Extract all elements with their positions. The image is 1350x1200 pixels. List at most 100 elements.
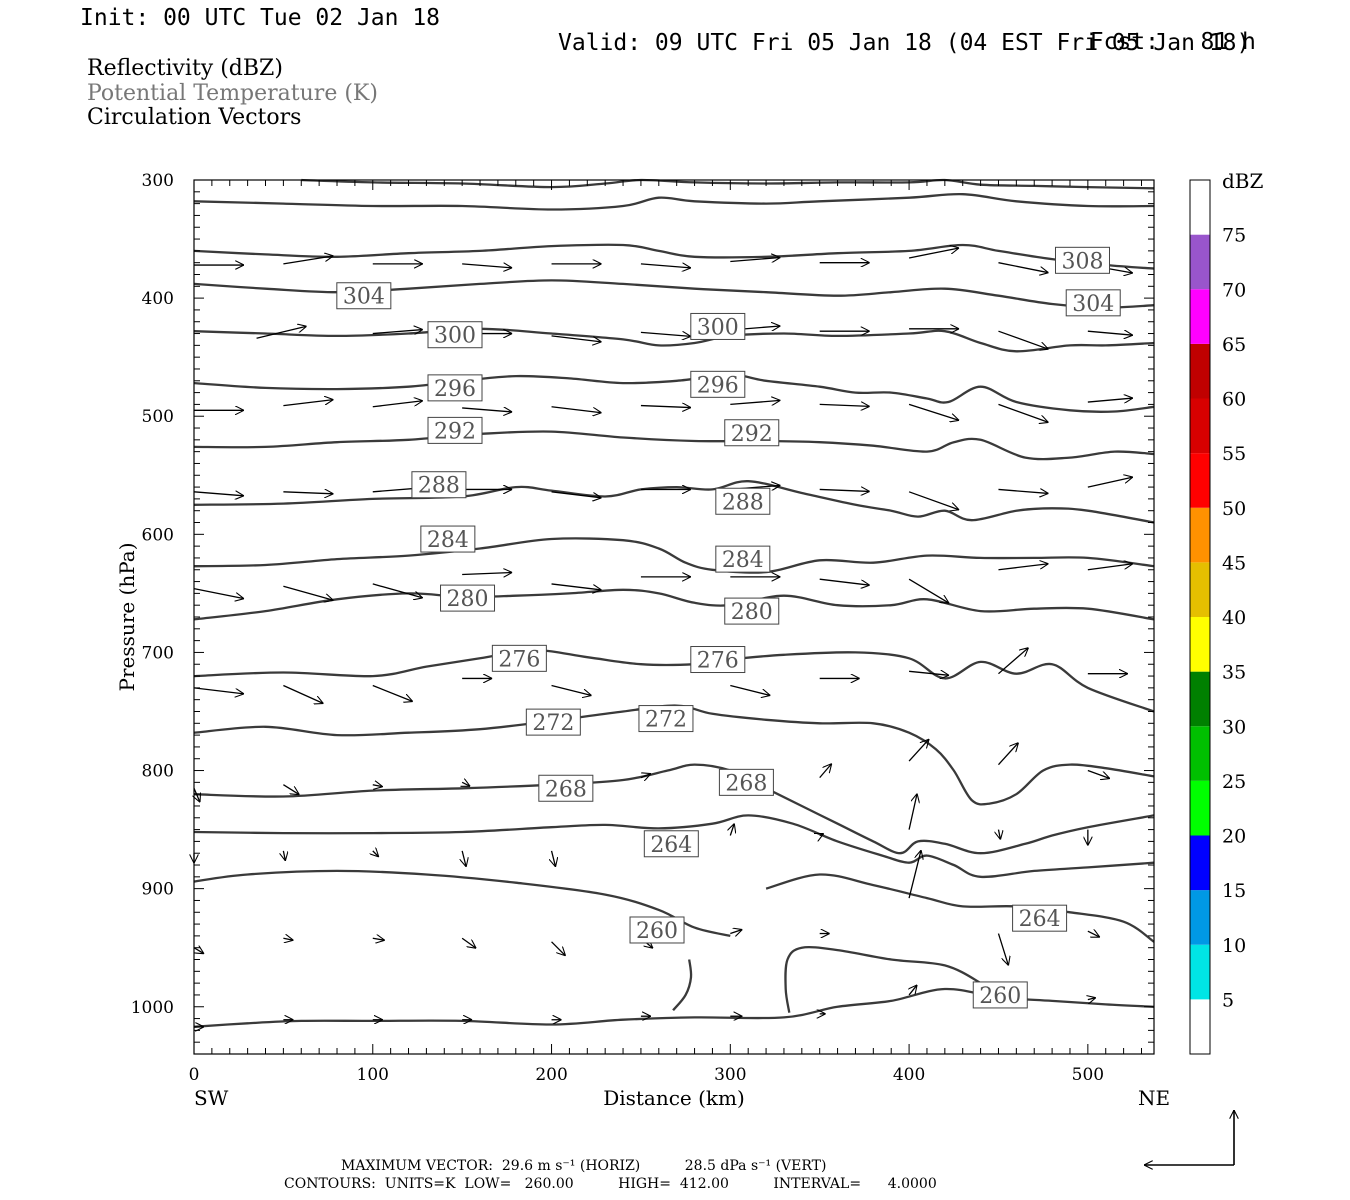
isentrope-label: 260 bbox=[629, 916, 685, 944]
circulation-vector bbox=[998, 648, 1028, 675]
isentrope-304 bbox=[193, 327, 1155, 353]
circulation-vector bbox=[283, 850, 285, 861]
isentrope-label-text: 280 bbox=[731, 600, 773, 625]
colorbar-frame bbox=[1189, 179, 1211, 1055]
circulation-vector bbox=[998, 330, 1048, 349]
x-tick-label: 300 bbox=[714, 1065, 746, 1085]
x-tick-label: 100 bbox=[357, 1065, 389, 1085]
circulation-vector bbox=[193, 948, 204, 954]
circulation-vector bbox=[819, 404, 870, 406]
circulation-vector bbox=[730, 930, 742, 934]
circulation-vector bbox=[193, 588, 244, 599]
isentrope-label: 276 bbox=[491, 644, 547, 672]
colorbar-swatch bbox=[1190, 234, 1210, 290]
colorbar-swatch bbox=[1190, 343, 1210, 399]
end-label-ne: NE bbox=[1138, 1086, 1170, 1110]
isentrope-label-text: 276 bbox=[697, 649, 739, 674]
circulation-vector bbox=[909, 985, 917, 996]
isentrope-label-text: 264 bbox=[650, 833, 692, 858]
isentrope-label-text: 296 bbox=[434, 377, 476, 402]
colorbar-swatch bbox=[1190, 780, 1210, 836]
colorbar-level: 35 bbox=[1222, 662, 1246, 684]
y-tick-label: 300 bbox=[142, 171, 174, 191]
colorbar-level: 20 bbox=[1222, 826, 1246, 848]
colorbar-level: 15 bbox=[1222, 880, 1246, 902]
circulation-vector bbox=[462, 850, 466, 867]
circulation-vector bbox=[640, 774, 651, 778]
circulation-vector bbox=[1088, 998, 1096, 1000]
isentrope-label: 308 bbox=[1054, 246, 1110, 274]
field-circulation-vectors: Circulation Vectors bbox=[87, 105, 302, 130]
isentrope-label: 296 bbox=[690, 370, 746, 398]
circulation-vector bbox=[372, 583, 423, 598]
isentrope-label: 260 bbox=[972, 981, 1028, 1009]
colorbar-swatch bbox=[1190, 671, 1210, 727]
circulation-vector bbox=[283, 684, 323, 704]
isentrope-264 bbox=[765, 873, 1155, 943]
isentrope-label: 304 bbox=[1065, 289, 1121, 317]
isentrope-label: 272 bbox=[638, 705, 694, 733]
colorbar-level: 45 bbox=[1222, 552, 1246, 574]
y-axis-label: Pressure (hPa) bbox=[115, 543, 139, 692]
circulation-vector bbox=[998, 489, 1048, 493]
isentrope-label-text: 292 bbox=[434, 419, 476, 444]
isentrope-label-text: 260 bbox=[636, 919, 678, 944]
circulation-vector bbox=[908, 491, 959, 510]
isentrope-label-text: 288 bbox=[722, 490, 764, 515]
isentrope-label: 304 bbox=[336, 282, 392, 310]
circulation-vector bbox=[640, 332, 691, 336]
isentrope-label: 296 bbox=[427, 374, 483, 402]
circulation-vector bbox=[462, 264, 512, 268]
isentrope-label: 292 bbox=[427, 416, 483, 444]
x-tick-label: 400 bbox=[893, 1065, 925, 1085]
contours-note: CONTOURS: UNITS=K LOW= 260.00 HIGH= 412.… bbox=[284, 1176, 937, 1192]
circulation-vector bbox=[1087, 769, 1110, 779]
isentrope-label-text: 304 bbox=[343, 285, 385, 310]
circulation-vector bbox=[551, 491, 602, 498]
isentrope-label: 284 bbox=[715, 545, 771, 573]
circulation-vector bbox=[373, 851, 379, 857]
colorbar-swatch bbox=[1190, 453, 1210, 508]
forecast-label: Fcst: bbox=[1089, 29, 1159, 55]
y-tick-label: 600 bbox=[142, 525, 174, 545]
colorbar-level: 10 bbox=[1222, 935, 1246, 957]
circulation-vector bbox=[372, 401, 423, 408]
circulation-vector bbox=[997, 933, 1008, 966]
circulation-vectors bbox=[194, 248, 1133, 1027]
circulation-vector bbox=[909, 671, 949, 675]
circulation-vector bbox=[552, 850, 556, 867]
circulation-vector bbox=[730, 400, 780, 404]
valid-time: Valid: 09 UTC Fri 05 Jan 18 (04 EST Fri … bbox=[558, 30, 1251, 56]
circulation-vector bbox=[820, 832, 824, 836]
circulation-vector bbox=[640, 406, 691, 408]
isentrope-label-text: 292 bbox=[731, 422, 773, 447]
circulation-vector bbox=[372, 684, 413, 702]
isentrope-label: 264 bbox=[643, 830, 699, 858]
colorbar-level: 30 bbox=[1222, 716, 1246, 738]
isentrope-label: 268 bbox=[538, 774, 594, 802]
colorbar-level: 55 bbox=[1222, 443, 1246, 465]
x-tick-label: 0 bbox=[189, 1065, 200, 1085]
circulation-vector bbox=[908, 850, 921, 899]
circulation-vector bbox=[551, 684, 592, 696]
isentrope-label-text: 284 bbox=[427, 528, 469, 553]
isentrope-label: 272 bbox=[525, 708, 581, 736]
isentrope-260 bbox=[784, 945, 1000, 1013]
circulation-vector bbox=[1087, 398, 1133, 402]
colorbar-swatch bbox=[1190, 617, 1210, 672]
isentrope-label-text: 268 bbox=[725, 771, 767, 796]
circulation-vector bbox=[908, 248, 959, 259]
circulation-vector bbox=[551, 941, 566, 956]
circulation-vector bbox=[819, 489, 870, 491]
colorbar-level: 50 bbox=[1222, 498, 1246, 520]
forecast-hour: Fcst: 81 h bbox=[1062, 6, 1256, 54]
isentrope-label-text: 300 bbox=[697, 315, 739, 340]
colorbar-level: 40 bbox=[1222, 607, 1246, 629]
isentrope-label-text: 264 bbox=[1019, 907, 1061, 932]
circulation-vector bbox=[908, 794, 917, 830]
circulation-vector bbox=[908, 739, 929, 762]
isentrope-296 bbox=[193, 430, 1155, 461]
circulation-vector bbox=[997, 743, 1018, 766]
isentrope-label-text: 260 bbox=[979, 984, 1021, 1009]
